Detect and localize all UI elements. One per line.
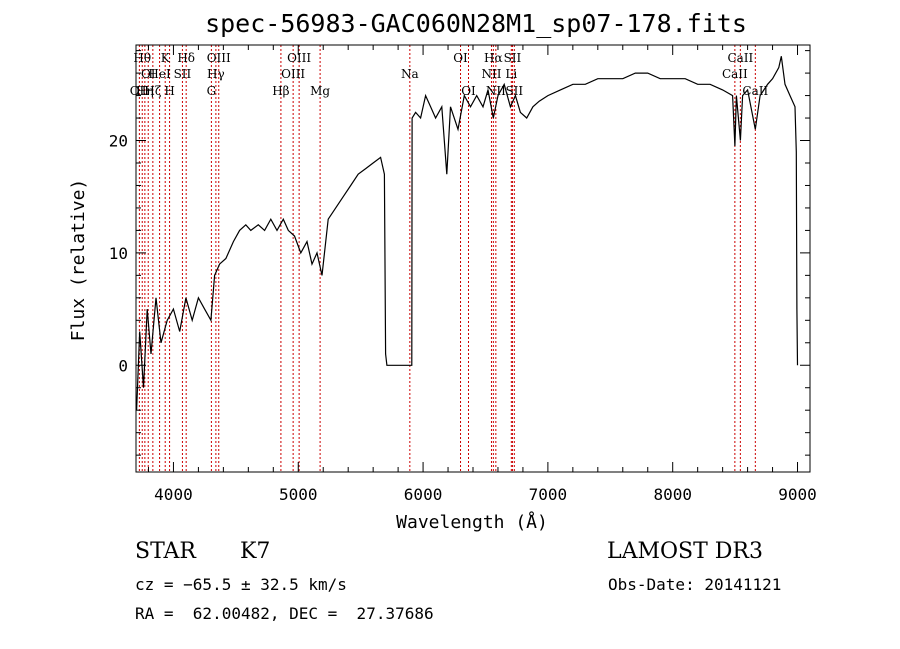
object-class: STAR <box>135 539 196 564</box>
line-marker-label: Li <box>505 67 517 81</box>
line-marker-label: SII <box>505 84 523 98</box>
y-tick-label: 20 <box>109 132 128 151</box>
line-marker-label: OII <box>130 84 150 98</box>
x-tick-label: 4000 <box>154 485 193 504</box>
line-markers <box>138 45 756 472</box>
line-marker-label: NII <box>481 67 501 81</box>
line-marker-label: Hζ <box>144 84 161 98</box>
line-marker-label: CaII <box>722 67 748 81</box>
plot-frame <box>135 44 811 473</box>
line-marker-label: Hδ <box>177 51 195 65</box>
x-tick-label: 9000 <box>778 485 817 504</box>
y-tick-label: 0 <box>118 356 128 375</box>
y-axis-label: Flux (relative) <box>68 179 89 342</box>
line-marker-label: Hα <box>484 51 503 65</box>
line-marker-label: Hη <box>136 84 154 98</box>
line-marker-label: SII <box>504 51 522 65</box>
x-tick-label: 8000 <box>653 485 692 504</box>
line-marker-label: Hθ <box>133 51 151 65</box>
line-marker-label: Na <box>401 67 419 81</box>
survey-name: LAMOST DR3 <box>607 539 763 564</box>
x-tick-label: 6000 <box>404 485 443 504</box>
coordinates: RA = 62.00482, DEC = 27.37686 <box>135 604 434 623</box>
spectrum-line <box>136 56 799 411</box>
line-marker-label: G <box>207 84 217 98</box>
line-marker-label: OI <box>461 84 476 98</box>
chart-title: spec-56983-GAC060N28M1_sp07-178.fits <box>205 9 747 38</box>
observation-date: Obs-Date: 20141121 <box>608 575 782 594</box>
line-marker-label: K <box>161 51 171 65</box>
line-marker-label: NII <box>486 84 506 98</box>
line-marker-label: H <box>164 84 174 98</box>
line-marker-label: OI <box>453 51 468 65</box>
line-marker-label: Mg <box>310 84 330 98</box>
line-marker-label: Hβ <box>272 84 289 98</box>
line-marker-label: OIII <box>207 51 231 65</box>
x-tick-label: 5000 <box>279 485 318 504</box>
line-marker-labels: OIIHθHηOIHζHeIKHSIIHδGHγOIIIHβOIIIOIIIMg… <box>130 51 769 98</box>
object-subclass: K7 <box>240 539 271 564</box>
x-tick-label: 7000 <box>529 485 568 504</box>
line-marker-label: SII <box>174 67 192 81</box>
axis-ticks: 4000 5000 6000 7000 8000 9000 0 10 20 <box>109 45 817 504</box>
line-marker-label: HeI <box>148 67 171 81</box>
line-marker-label: Hγ <box>207 67 225 81</box>
line-marker-label: OI <box>141 67 156 81</box>
y-tick-label: 10 <box>109 244 128 263</box>
line-marker-label: OIII <box>281 67 305 81</box>
redshift-velocity: cz = −65.5 ± 32.5 km/s <box>135 575 347 594</box>
line-marker-label: OIII <box>287 51 311 65</box>
x-axis-label: Wavelength (Å) <box>396 511 548 533</box>
line-marker-label: CaII <box>727 51 753 65</box>
